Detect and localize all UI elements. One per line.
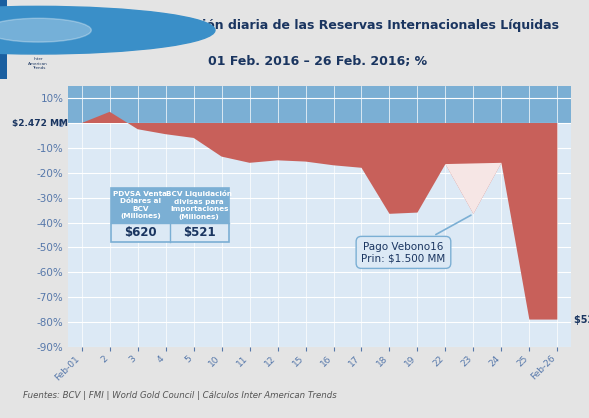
Circle shape	[0, 6, 215, 54]
Text: 01 Feb. 2016 – 26 Feb. 2016; %: 01 Feb. 2016 – 26 Feb. 2016; %	[209, 56, 428, 69]
Text: $620: $620	[124, 226, 157, 239]
Ellipse shape	[0, 18, 91, 42]
Text: Fuentes: BCV | FMI | World Gold Council | Cálculos Inter American Trends: Fuentes: BCV | FMI | World Gold Council …	[23, 390, 337, 400]
Text: BCV Liquidación
divisas para
Importaciones
(Millones): BCV Liquidación divisas para Importacion…	[166, 190, 232, 220]
Text: Inter
American
Trends: Inter American Trends	[28, 57, 48, 70]
Bar	[68, 86, 571, 123]
FancyBboxPatch shape	[111, 188, 229, 222]
Polygon shape	[445, 163, 501, 214]
FancyBboxPatch shape	[0, 0, 7, 79]
Text: Pago Vebono16
Prin: $1.500 MM: Pago Vebono16 Prin: $1.500 MM	[361, 215, 471, 263]
Text: PDVSA Venta
Dólares al
BCV
(Millones): PDVSA Venta Dólares al BCV (Millones)	[114, 191, 167, 219]
Text: $521: $521	[183, 226, 216, 239]
Text: Venezuela: Variación diaria de las Reservas Internacionales Líquidas: Venezuela: Variación diaria de las Reser…	[77, 19, 559, 32]
Text: $523 MM: $523 MM	[574, 315, 589, 324]
FancyBboxPatch shape	[111, 188, 229, 242]
Text: $2.472 MM: $2.472 MM	[12, 119, 68, 127]
